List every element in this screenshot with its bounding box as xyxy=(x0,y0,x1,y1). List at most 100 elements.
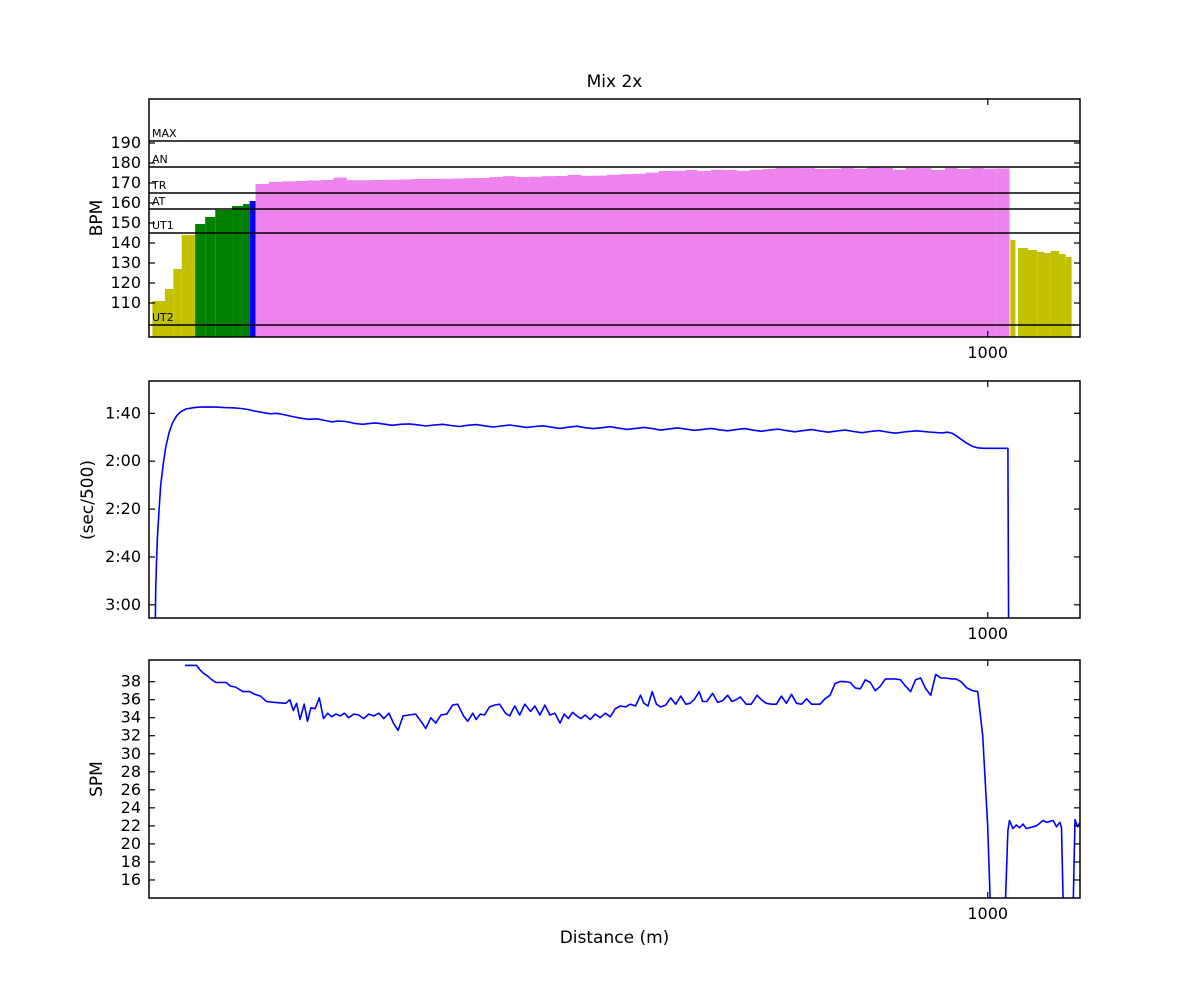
heart-rate-bar xyxy=(195,224,206,337)
y-tick-label: 28 xyxy=(121,762,141,781)
heart-rate-bar xyxy=(749,169,763,337)
heart-rate-bar xyxy=(580,175,594,337)
y-tick-label: 140 xyxy=(110,233,141,252)
heart-rate-bar xyxy=(249,201,256,337)
heart-rate-bar xyxy=(840,167,854,337)
y-tick-label: 2:40 xyxy=(105,547,141,566)
heart-rate-bar xyxy=(294,181,308,337)
heart-rate-bar xyxy=(567,175,581,337)
y-tick-label: 18 xyxy=(121,852,141,871)
distance-axis-label: Distance (m) xyxy=(559,928,670,948)
heart-rate-bar xyxy=(1017,248,1028,337)
heart-rate-bar xyxy=(320,180,334,337)
heart-rate-bar xyxy=(502,176,516,337)
pace-axis-label: (sec/500) xyxy=(78,459,98,541)
heart-rate-bar xyxy=(762,169,776,337)
y-tick-label: 3:00 xyxy=(105,595,141,614)
heart-rate-bar xyxy=(232,206,243,337)
heart-rate-bar xyxy=(775,167,789,337)
heart-rate-bar xyxy=(723,170,737,337)
y-tick-label: 38 xyxy=(121,672,141,691)
spm-axis-label: SPM xyxy=(87,761,107,797)
y-tick-label: 20 xyxy=(121,834,141,853)
heart-rate-bar xyxy=(398,179,412,337)
y-tick-label: 2:00 xyxy=(105,451,141,470)
heart-rate-bar xyxy=(827,168,841,337)
heart-rate-bar xyxy=(892,169,906,337)
heart-rate-bar xyxy=(879,168,893,337)
heart-rate-bar xyxy=(801,168,815,337)
heart-rate-bar xyxy=(736,170,750,337)
y-tick-label: 150 xyxy=(110,213,141,232)
pace-axis-frame xyxy=(148,380,1081,619)
heart-rate-bar xyxy=(632,173,646,337)
zone-label-tr: TR xyxy=(151,179,167,192)
heart-rate-bar xyxy=(333,177,347,337)
heart-rate-bar xyxy=(1043,253,1051,337)
heart-rate-bar xyxy=(346,180,360,337)
heart-rate-bar xyxy=(515,177,529,337)
y-tick-label: 190 xyxy=(110,133,141,152)
zone-label-an: AN xyxy=(152,153,168,166)
heart-rate-bar xyxy=(541,176,555,337)
bpm-axis-label: BPM xyxy=(87,199,107,237)
stroke-rate-plot-area xyxy=(185,664,1080,898)
zone-label-max: MAX xyxy=(152,127,177,140)
heart-rate-bar xyxy=(268,182,282,337)
heart-rate-bar xyxy=(437,178,451,337)
heart-rate-bar xyxy=(788,168,802,337)
heart-rate-bar xyxy=(645,172,659,337)
y-tick-label: 30 xyxy=(121,744,141,763)
heart-rate-bar xyxy=(853,168,867,337)
heart-rate-bar xyxy=(918,168,932,337)
heart-rate-bar xyxy=(684,170,698,337)
zone-label-ut1: UT1 xyxy=(152,219,174,232)
heart-rate-bar xyxy=(181,235,196,337)
y-tick-label: 180 xyxy=(110,153,141,172)
heart-rate-bar xyxy=(1059,254,1066,337)
heart-rate-bar xyxy=(905,167,919,337)
heart-rate-bar xyxy=(215,210,233,337)
heart-rate-bar xyxy=(242,204,250,337)
heart-rate-bar xyxy=(554,176,568,337)
y-tick-label: 36 xyxy=(121,690,141,709)
y-tick-label: 16 xyxy=(121,870,141,889)
heart-rate-bar xyxy=(359,180,373,337)
heart-rate-bar xyxy=(205,217,216,337)
y-tick-label: 22 xyxy=(121,816,141,835)
heart-rate-bar xyxy=(281,181,295,337)
heart-rate-bar xyxy=(476,178,490,337)
heart-rate-bar xyxy=(593,175,607,337)
heart-rate-plot-area xyxy=(152,167,1072,337)
heart-rate-bar xyxy=(255,184,269,337)
heart-rate-bar xyxy=(1065,257,1072,337)
heart-rate-bar xyxy=(983,168,997,337)
heart-rate-bar xyxy=(944,167,958,337)
heart-rate-axis-frame xyxy=(148,98,1081,338)
pace-plot-area xyxy=(154,406,1010,618)
heart-rate-bar xyxy=(619,174,633,337)
heart-rate-bar xyxy=(697,171,711,337)
heart-rate-bar xyxy=(372,180,386,337)
y-tick-label: 130 xyxy=(110,253,141,272)
y-tick-label: 170 xyxy=(110,173,141,192)
y-tick-label: 110 xyxy=(110,293,141,312)
heart-rate-bar xyxy=(1050,251,1060,337)
y-tick-label: 24 xyxy=(121,798,141,817)
heart-rate-bar xyxy=(152,301,165,337)
heart-rate-bar xyxy=(931,170,945,337)
y-tick-label: 120 xyxy=(110,273,141,292)
heart-rate-bar xyxy=(957,169,971,337)
heart-rate-bar xyxy=(1037,252,1044,337)
heart-rate-bar xyxy=(450,178,464,337)
heart-rate-bar xyxy=(1027,250,1038,337)
y-tick-label: 26 xyxy=(121,780,141,799)
heart-rate-bar xyxy=(489,177,503,337)
heart-rate-bar xyxy=(606,174,620,337)
x-tick-label: 1000 xyxy=(967,343,1008,362)
stroke-rate-axis-frame xyxy=(148,659,1081,899)
